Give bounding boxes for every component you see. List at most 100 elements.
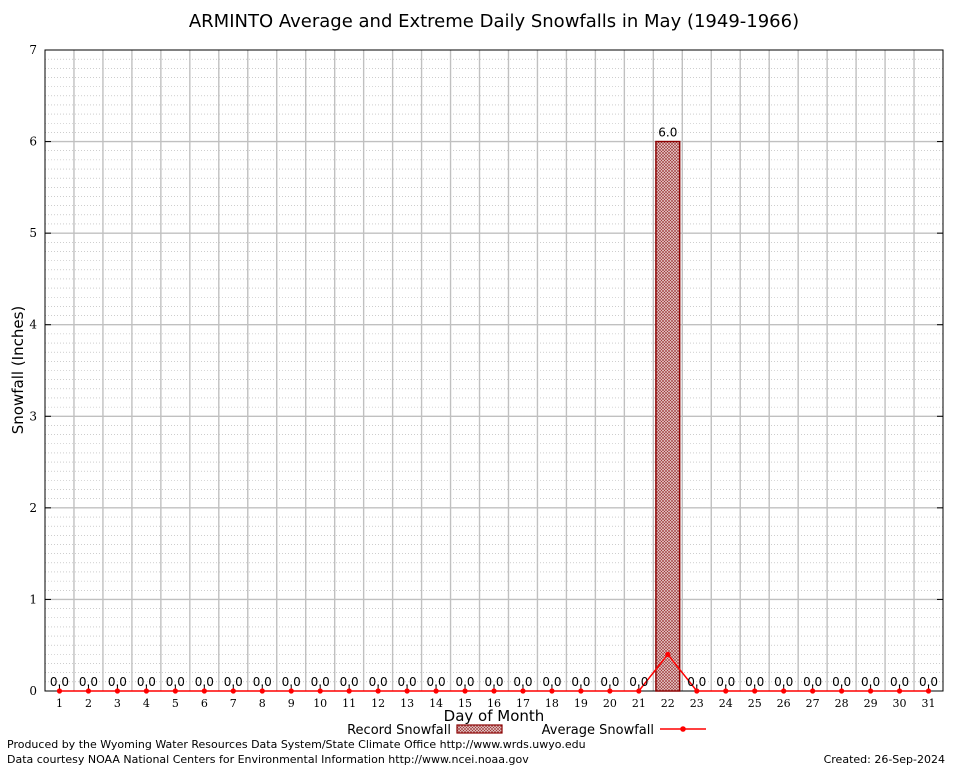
x-tick-label: 15	[458, 697, 472, 710]
legend: Record Snowfall Average Snowfall	[347, 723, 706, 738]
bar-value-label: 0.0	[513, 675, 532, 689]
bar-value-label: 0.0	[311, 675, 330, 689]
y-tick-label: 2	[29, 501, 37, 515]
x-tick-label: 4	[143, 697, 150, 710]
x-tick-label: 12	[371, 697, 385, 710]
average-snowfall-line	[56, 651, 932, 694]
x-tick-label: 27	[806, 697, 820, 710]
x-tick-label: 6	[201, 697, 208, 710]
x-tick-label: 10	[313, 697, 327, 710]
bar-value-label: 0.0	[600, 675, 619, 689]
y-tick-label: 1	[29, 592, 37, 606]
average-snowfall-point	[288, 688, 294, 694]
bar-value-label: 6.0	[658, 126, 677, 140]
bar-value-label: 0.0	[803, 675, 822, 689]
average-snowfall-point	[85, 688, 92, 694]
bar-value-label: 0.0	[79, 675, 98, 689]
average-snowfall-point	[694, 688, 700, 694]
footer-data-courtesy: Data courtesy NOAA National Centers for …	[7, 753, 529, 766]
average-snowfall-point	[636, 688, 642, 694]
average-snowfall-point	[317, 688, 323, 694]
y-tick-label: 7	[29, 43, 37, 57]
x-tick-label: 17	[516, 697, 530, 710]
bar-value-label: 0.0	[108, 675, 127, 689]
bar-value-label: 0.0	[224, 675, 243, 689]
bar-value-label: 0.0	[542, 675, 561, 689]
footer-created-date: Created: 26-Sep-2024	[824, 753, 945, 766]
plot-frame	[44, 49, 944, 692]
x-tick-label: 14	[429, 697, 443, 710]
average-snowfall-point	[56, 688, 63, 694]
x-tick-label: 19	[574, 697, 588, 710]
average-snowfall-point	[723, 688, 729, 694]
x-tick-label: 8	[259, 697, 266, 710]
y-tick-label: 0	[29, 684, 37, 698]
x-tick-label: 9	[288, 697, 295, 710]
x-tick-label: 16	[487, 697, 501, 710]
x-tick-label: 26	[777, 697, 791, 710]
average-snowfall-point	[114, 688, 121, 694]
bar-value-label: 0.0	[427, 675, 446, 689]
x-axis-label: Day of Month	[444, 707, 545, 725]
record-snowfall-bar	[655, 140, 681, 692]
bar-value-label: 0.0	[687, 675, 706, 689]
bar-value-label: 0.0	[571, 675, 590, 689]
average-snowfall-point	[462, 688, 468, 694]
average-snowfall-point	[810, 688, 816, 694]
x-tick-label: 3	[114, 697, 121, 710]
legend-record-label: Record Snowfall	[347, 723, 451, 738]
x-tick-label: 30	[893, 697, 907, 710]
record-snowfall-bars	[655, 140, 681, 692]
y-tick-label: 6	[29, 135, 37, 149]
average-snowfall-point	[201, 688, 207, 694]
average-snowfall-point	[259, 688, 265, 694]
y-tick-label: 5	[29, 226, 37, 240]
chart-title: ARMINTO Average and Extreme Daily Snowfa…	[189, 11, 799, 32]
average-snowfall-point	[433, 688, 439, 694]
bar-value-label: 0.0	[50, 675, 69, 689]
x-tick-label: 25	[748, 697, 762, 710]
x-tick-label: 21	[632, 697, 646, 710]
x-tick-label: 1	[56, 697, 63, 710]
bar-value-label: 0.0	[861, 675, 880, 689]
bar-value-label: 0.0	[137, 675, 156, 689]
x-tick-label: 20	[603, 697, 617, 710]
bar-value-label: 0.0	[890, 675, 909, 689]
average-snowfall-point	[172, 688, 178, 694]
average-snowfall-point	[491, 688, 497, 694]
average-snowfall-point	[839, 688, 845, 694]
bar-value-label: 0.0	[919, 675, 938, 689]
bar-value-label: 0.0	[745, 675, 764, 689]
bar-value-label: 0.0	[340, 675, 359, 689]
bar-value-label: 0.0	[282, 675, 301, 689]
bar-value-label: 0.0	[629, 675, 648, 689]
x-tick-label: 18	[545, 697, 559, 710]
x-tick-label: 23	[690, 697, 704, 710]
bar-value-label: 0.0	[253, 675, 272, 689]
average-snowfall-point	[404, 688, 410, 694]
y-tick-label: 3	[29, 409, 37, 423]
x-tick-label: 29	[864, 697, 878, 710]
average-snowfall-point	[578, 688, 584, 694]
bar-value-label: 0.0	[455, 675, 474, 689]
x-tick-label: 22	[661, 697, 675, 710]
bar-value-label: 0.0	[774, 675, 793, 689]
bar-value-label: 0.0	[832, 675, 851, 689]
average-snowfall-point	[549, 688, 555, 694]
average-snowfall-point	[143, 688, 149, 694]
average-snowfall-point	[346, 688, 352, 694]
average-snowfall-point	[752, 688, 758, 694]
footer-produced-by: Produced by the Wyoming Water Resources …	[7, 738, 586, 751]
legend-average-marker	[680, 726, 686, 732]
average-snowfall-point	[375, 688, 381, 694]
x-tick-label: 28	[835, 697, 849, 710]
bar-value-label: 0.0	[369, 675, 388, 689]
x-tick-label: 24	[719, 697, 733, 710]
bar-value-label: 0.0	[484, 675, 503, 689]
bar-value-label: 0.0	[195, 675, 214, 689]
average-snowfall-point	[925, 688, 932, 694]
x-tick-label: 13	[400, 697, 414, 710]
bar-value-label: 0.0	[398, 675, 417, 689]
bar-value-label: 0.0	[716, 675, 735, 689]
average-snowfall-point	[867, 688, 874, 694]
